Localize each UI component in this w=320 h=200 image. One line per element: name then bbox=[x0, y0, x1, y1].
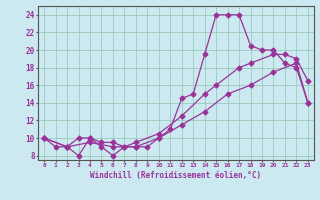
X-axis label: Windchill (Refroidissement éolien,°C): Windchill (Refroidissement éolien,°C) bbox=[91, 171, 261, 180]
